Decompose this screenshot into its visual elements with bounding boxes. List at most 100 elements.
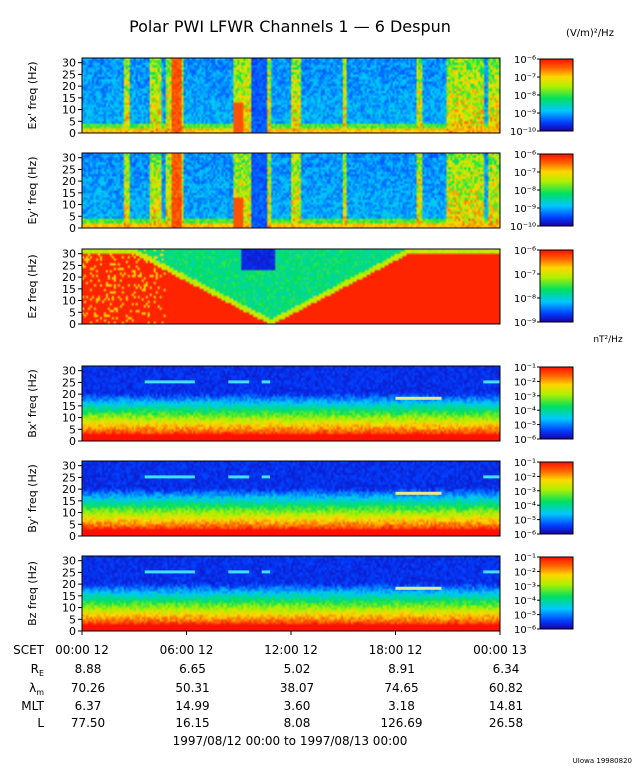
ez-spectrogram-image [82,249,500,324]
by-spectrogram-image [82,461,500,536]
row-0-value-2: 12:00 12 [264,643,318,657]
row-label-3: MLT [21,699,44,713]
ey-spectrogram-image [82,153,500,228]
row-label-4: L [37,716,44,730]
bx-ytick-5: 5 [69,423,76,436]
ez-ytick-0: 0 [69,318,76,331]
ex-spectrogram-image [82,58,500,133]
bz-ytick-20: 20 [62,578,76,591]
ex-cbar-tick-1: 10⁻⁹ [514,109,536,120]
bx-cbar-tick-1: 10⁻⁵ [514,421,536,432]
ey-cbar-tick-4: 10⁻⁶ [514,150,536,161]
bz-cbar-tick-1: 10⁻⁵ [514,611,536,622]
bx-tone-1 [228,380,250,384]
ey-cbar-tick-1: 10⁻⁹ [514,204,536,215]
bz-cbar-tick-2: 10⁻⁴ [514,596,536,607]
ez-cbar-tick-0: 10⁻⁹ [514,318,536,329]
by-tone-3 [483,475,500,479]
bz-cbar-tick-3: 10⁻³ [514,582,536,593]
bz-cbar-tick-4: 10⁻² [514,567,536,578]
ey-ytick-10: 10 [62,199,76,212]
by-cbar-tick-5: 10⁻¹ [514,458,536,469]
row-1-value-2: 5.02 [284,662,311,676]
ez-ytick-5: 5 [69,306,76,319]
bz-ytick-10: 10 [62,602,76,615]
row-4-value-0: 77.50 [71,716,105,730]
ex-ytick-15: 15 [62,92,76,105]
bz-ytick-5: 5 [69,613,76,626]
bx-cbar-tick-2: 10⁻⁴ [514,406,536,417]
ey-ytick-20: 20 [62,175,76,188]
bx-frame [81,365,501,442]
ey-ytick-25: 25 [62,163,76,176]
by-cbar-tick-2: 10⁻⁴ [514,501,536,512]
row-3-value-2: 3.60 [284,699,311,713]
ez-ytick-30: 30 [62,248,76,261]
row-0-value-0: 00:00 12 [55,643,109,657]
ez-ylabel: Ez freq (Hz) [26,254,39,318]
bz-tone-0 [144,570,195,574]
date-range-label: 1997/08/12 00:00 to 1997/08/13 00:00 [173,734,408,748]
bx-ytick-10: 10 [62,412,76,425]
by-tone-18 [395,491,442,495]
row-4-value-3: 126.69 [381,716,423,730]
row-4-value-2: 8.08 [284,716,311,730]
by-cbar-tick-0: 10⁻⁶ [514,530,536,541]
bx-tone-0 [144,380,195,384]
ez-cbar-tick-3: 10⁻⁶ [514,246,536,257]
row-1-value-1: 6.65 [179,662,206,676]
ex-colorbar [539,58,574,132]
by-tone-0 [144,475,195,479]
figure-title: Polar PWI LFWR Channels 1 — 6 Despun [129,17,451,36]
bx-colorbar [539,366,574,440]
row-2-value-2: 38.07 [280,681,314,695]
bx-spectrogram-image [82,366,500,441]
time-axis: SCET 00:00 12 06:00 12 12:00 12 18:00 12 00:0… [13,631,527,730]
row-3-value-4: 14.81 [489,699,523,713]
ez-ytick-10: 10 [62,295,76,308]
by-ytick-25: 25 [62,471,76,484]
row-2-value-4: 60.82 [489,681,523,695]
bx-cbar-tick-4: 10⁻² [514,377,536,388]
by-ytick-5: 5 [69,518,76,531]
bz-cbar-tick-5: 10⁻¹ [514,553,536,564]
ex-ytick-20: 20 [62,80,76,93]
ex-ytick-25: 25 [62,68,76,81]
ex-cbar-tick-4: 10⁻⁶ [514,55,536,66]
by-ytick-10: 10 [62,507,76,520]
row-3-value-0: 6.37 [75,699,102,713]
row-4-value-1: 16.15 [175,716,209,730]
by-ytick-0: 0 [69,530,76,543]
by-ytick-30: 30 [62,460,76,473]
ex-ytick-0: 0 [69,127,76,140]
ey-cbar-tick-0: 10⁻¹⁰ [510,222,536,233]
ex-ytick-30: 30 [62,57,76,70]
ey-cbar-tick-2: 10⁻⁸ [514,186,536,197]
row-4-value-4: 26.58 [489,716,523,730]
row-label-sub-1: E [39,669,44,678]
bx-ytick-0: 0 [69,435,76,448]
bz-spectrogram-image [82,556,500,631]
bx-ytick-25: 25 [62,376,76,389]
ex-cbar-tick-0: 10⁻¹⁰ [510,127,536,138]
row-0-value-3: 18:00 12 [369,643,423,657]
ey-ytick-15: 15 [62,187,76,200]
electric-units-label: (V/m)²/Hz [566,28,614,39]
ex-frame [81,57,501,134]
by-tone-1 [228,475,250,479]
ey-frame [81,152,501,229]
ex-ytick-10: 10 [62,104,76,117]
ex-cbar-tick-2: 10⁻⁸ [514,91,536,102]
bz-ytick-0: 0 [69,625,76,638]
bx-ylabel: Bx' freq (Hz) [26,369,39,438]
row-label-1: RE [31,662,44,678]
row-label-sub-2: m [36,688,44,697]
bz-ylabel: Bz freq (Hz) [26,561,39,626]
by-ylabel: By' freq (Hz) [26,464,39,533]
bz-tone-2 [261,570,271,574]
ey-cbar-tick-3: 10⁻⁷ [514,168,536,179]
